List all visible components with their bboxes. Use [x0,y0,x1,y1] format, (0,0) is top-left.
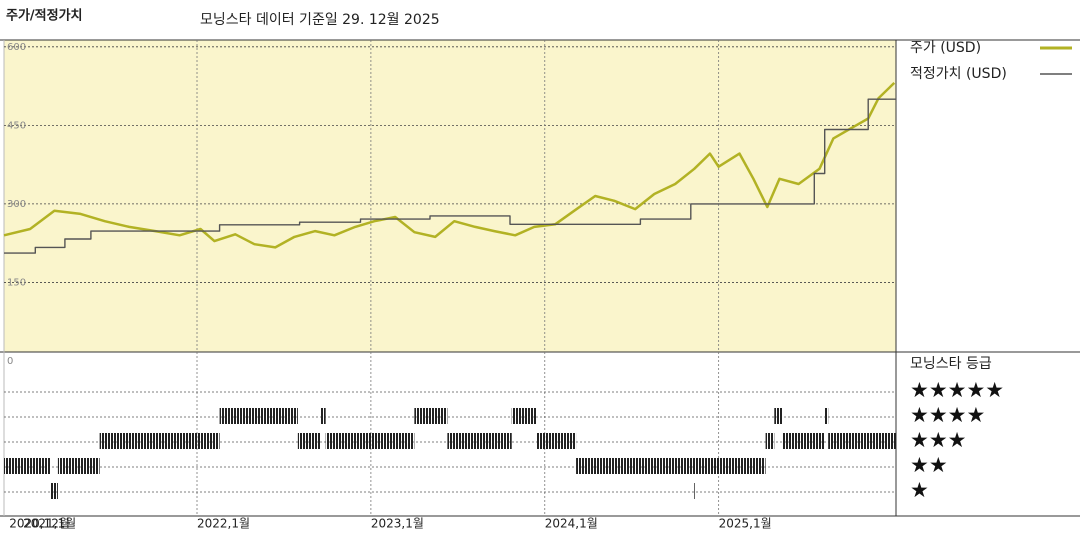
rating-period [297,433,321,449]
x-tick-label: 2021,1월 [23,517,76,531]
x-tick-label: 2025,1월 [719,517,772,531]
rating-period [414,408,448,424]
rating-period [99,433,220,449]
rating-period [325,433,415,449]
rating-period [447,433,512,449]
x-tick-label: 2020,12월 [9,517,70,531]
rating-label: ★ [910,478,929,502]
rating-period [828,433,896,449]
rating-label: ★★★★★ [910,378,1004,402]
y-tick-label: 450 [7,120,26,131]
rating-period [824,408,829,424]
chart-title: 주가/적정가치 [6,8,83,24]
legend-label: 적정가치 (USD) [910,66,1007,82]
fair-value-line [4,98,896,254]
x-tick-label: 2024,1월 [545,517,598,531]
price-panel [4,40,896,352]
rating-label: ★★★★ [910,403,985,427]
y-tick-label: 600 [7,42,26,53]
rating-period [774,408,783,424]
marks [3,82,896,499]
rating-period [50,483,58,499]
rating-period [765,433,775,449]
rating-period [57,458,100,474]
rating-period [536,433,577,449]
rating-period [4,458,51,474]
y-tick-label: 150 [7,277,26,288]
rating-period [576,458,766,474]
rating-period [782,433,825,449]
rating-title: 모닝스타 등급 [910,356,992,372]
rating-period [511,408,537,424]
y-tick-label: 300 [7,199,26,210]
rating-period [219,408,298,424]
chart-subtitle: 모닝스타 데이터 기준일 29. 12월 2025 [200,12,440,28]
rating-label: ★★★ [910,428,966,452]
rating-period [320,408,326,424]
rating-label: ★★ [910,453,948,477]
legend-label: 주가 (USD) [910,40,981,56]
x-tick-label: 2022,1월 [197,517,250,531]
y-tick-label: 0 [7,356,13,367]
rating-period [694,483,696,499]
x-tick-label: 2023,1월 [371,517,424,531]
